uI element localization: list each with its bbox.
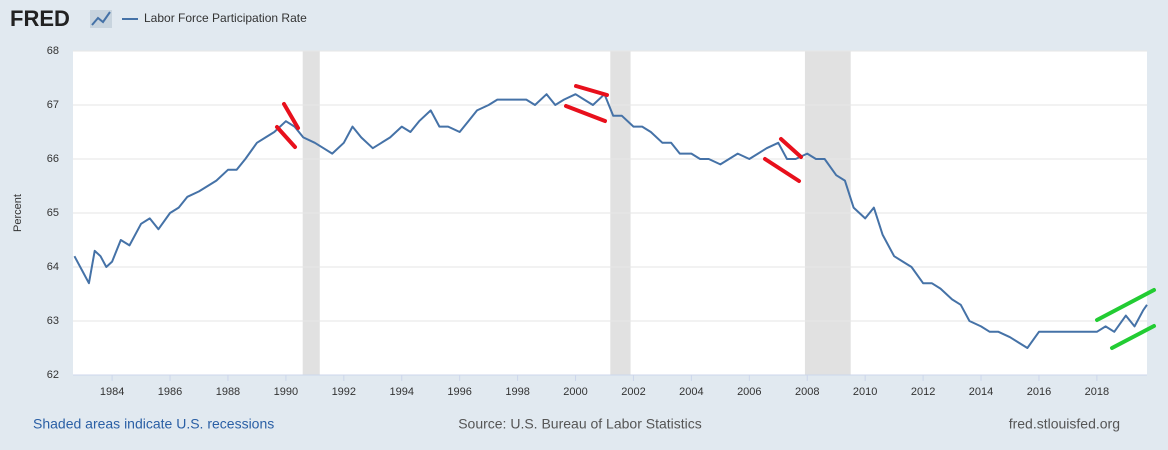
x-tick-label: 1998 <box>505 386 529 398</box>
y-tick-label: 64 <box>47 261 59 273</box>
x-tick-label: 2000 <box>563 386 587 398</box>
x-tick-label: 1984 <box>100 386 124 398</box>
x-tick-label: 2010 <box>853 386 877 398</box>
x-tick-label: 2006 <box>737 386 761 398</box>
recession-note: Shaded areas indicate U.S. recessions <box>33 416 274 432</box>
x-tick-label: 2002 <box>621 386 645 398</box>
y-tick-label: 65 <box>47 207 59 219</box>
x-tick-label: 2014 <box>969 386 993 398</box>
logo-icon <box>90 10 112 28</box>
source: Source: U.S. Bureau of Labor Statistics <box>458 416 702 432</box>
y-tick-label: 63 <box>47 315 59 327</box>
y-tick-label: 66 <box>47 153 59 165</box>
annotation-line <box>763 157 801 183</box>
y-tick-label: 67 <box>47 99 59 111</box>
annotation-line <box>1110 324 1156 350</box>
x-tick-label: 1990 <box>274 386 298 398</box>
annotation-line <box>1095 288 1156 322</box>
site: fred.stlouisfed.org <box>1009 416 1120 432</box>
logo: FRED <box>10 6 70 31</box>
y-tick-label: 62 <box>47 369 59 381</box>
x-tick-label: 1996 <box>447 386 471 398</box>
x-tick-label: 2016 <box>1027 386 1051 398</box>
y-tick-label: 68 <box>47 45 59 57</box>
annotation-line <box>779 137 803 159</box>
x-tick-label: 1986 <box>158 386 182 398</box>
annotation-line <box>564 104 607 123</box>
annotations <box>275 84 1156 350</box>
x-tick-label: 1988 <box>216 386 240 398</box>
x-tick-label: 2012 <box>911 386 935 398</box>
logo-icon-line <box>91 11 111 26</box>
x-tick-label: 2004 <box>679 386 703 398</box>
y-axis-label: Percent <box>12 194 24 232</box>
x-tick-label: 2018 <box>1085 386 1109 398</box>
x-tick-label: 1992 <box>332 386 356 398</box>
annotation-line <box>275 125 297 149</box>
annotation-line <box>574 84 609 97</box>
annotation-line <box>282 102 300 130</box>
x-tick-label: 1994 <box>390 386 414 398</box>
x-tick-label: 2008 <box>795 386 819 398</box>
legend-label: Labor Force Participation Rate <box>144 11 307 25</box>
